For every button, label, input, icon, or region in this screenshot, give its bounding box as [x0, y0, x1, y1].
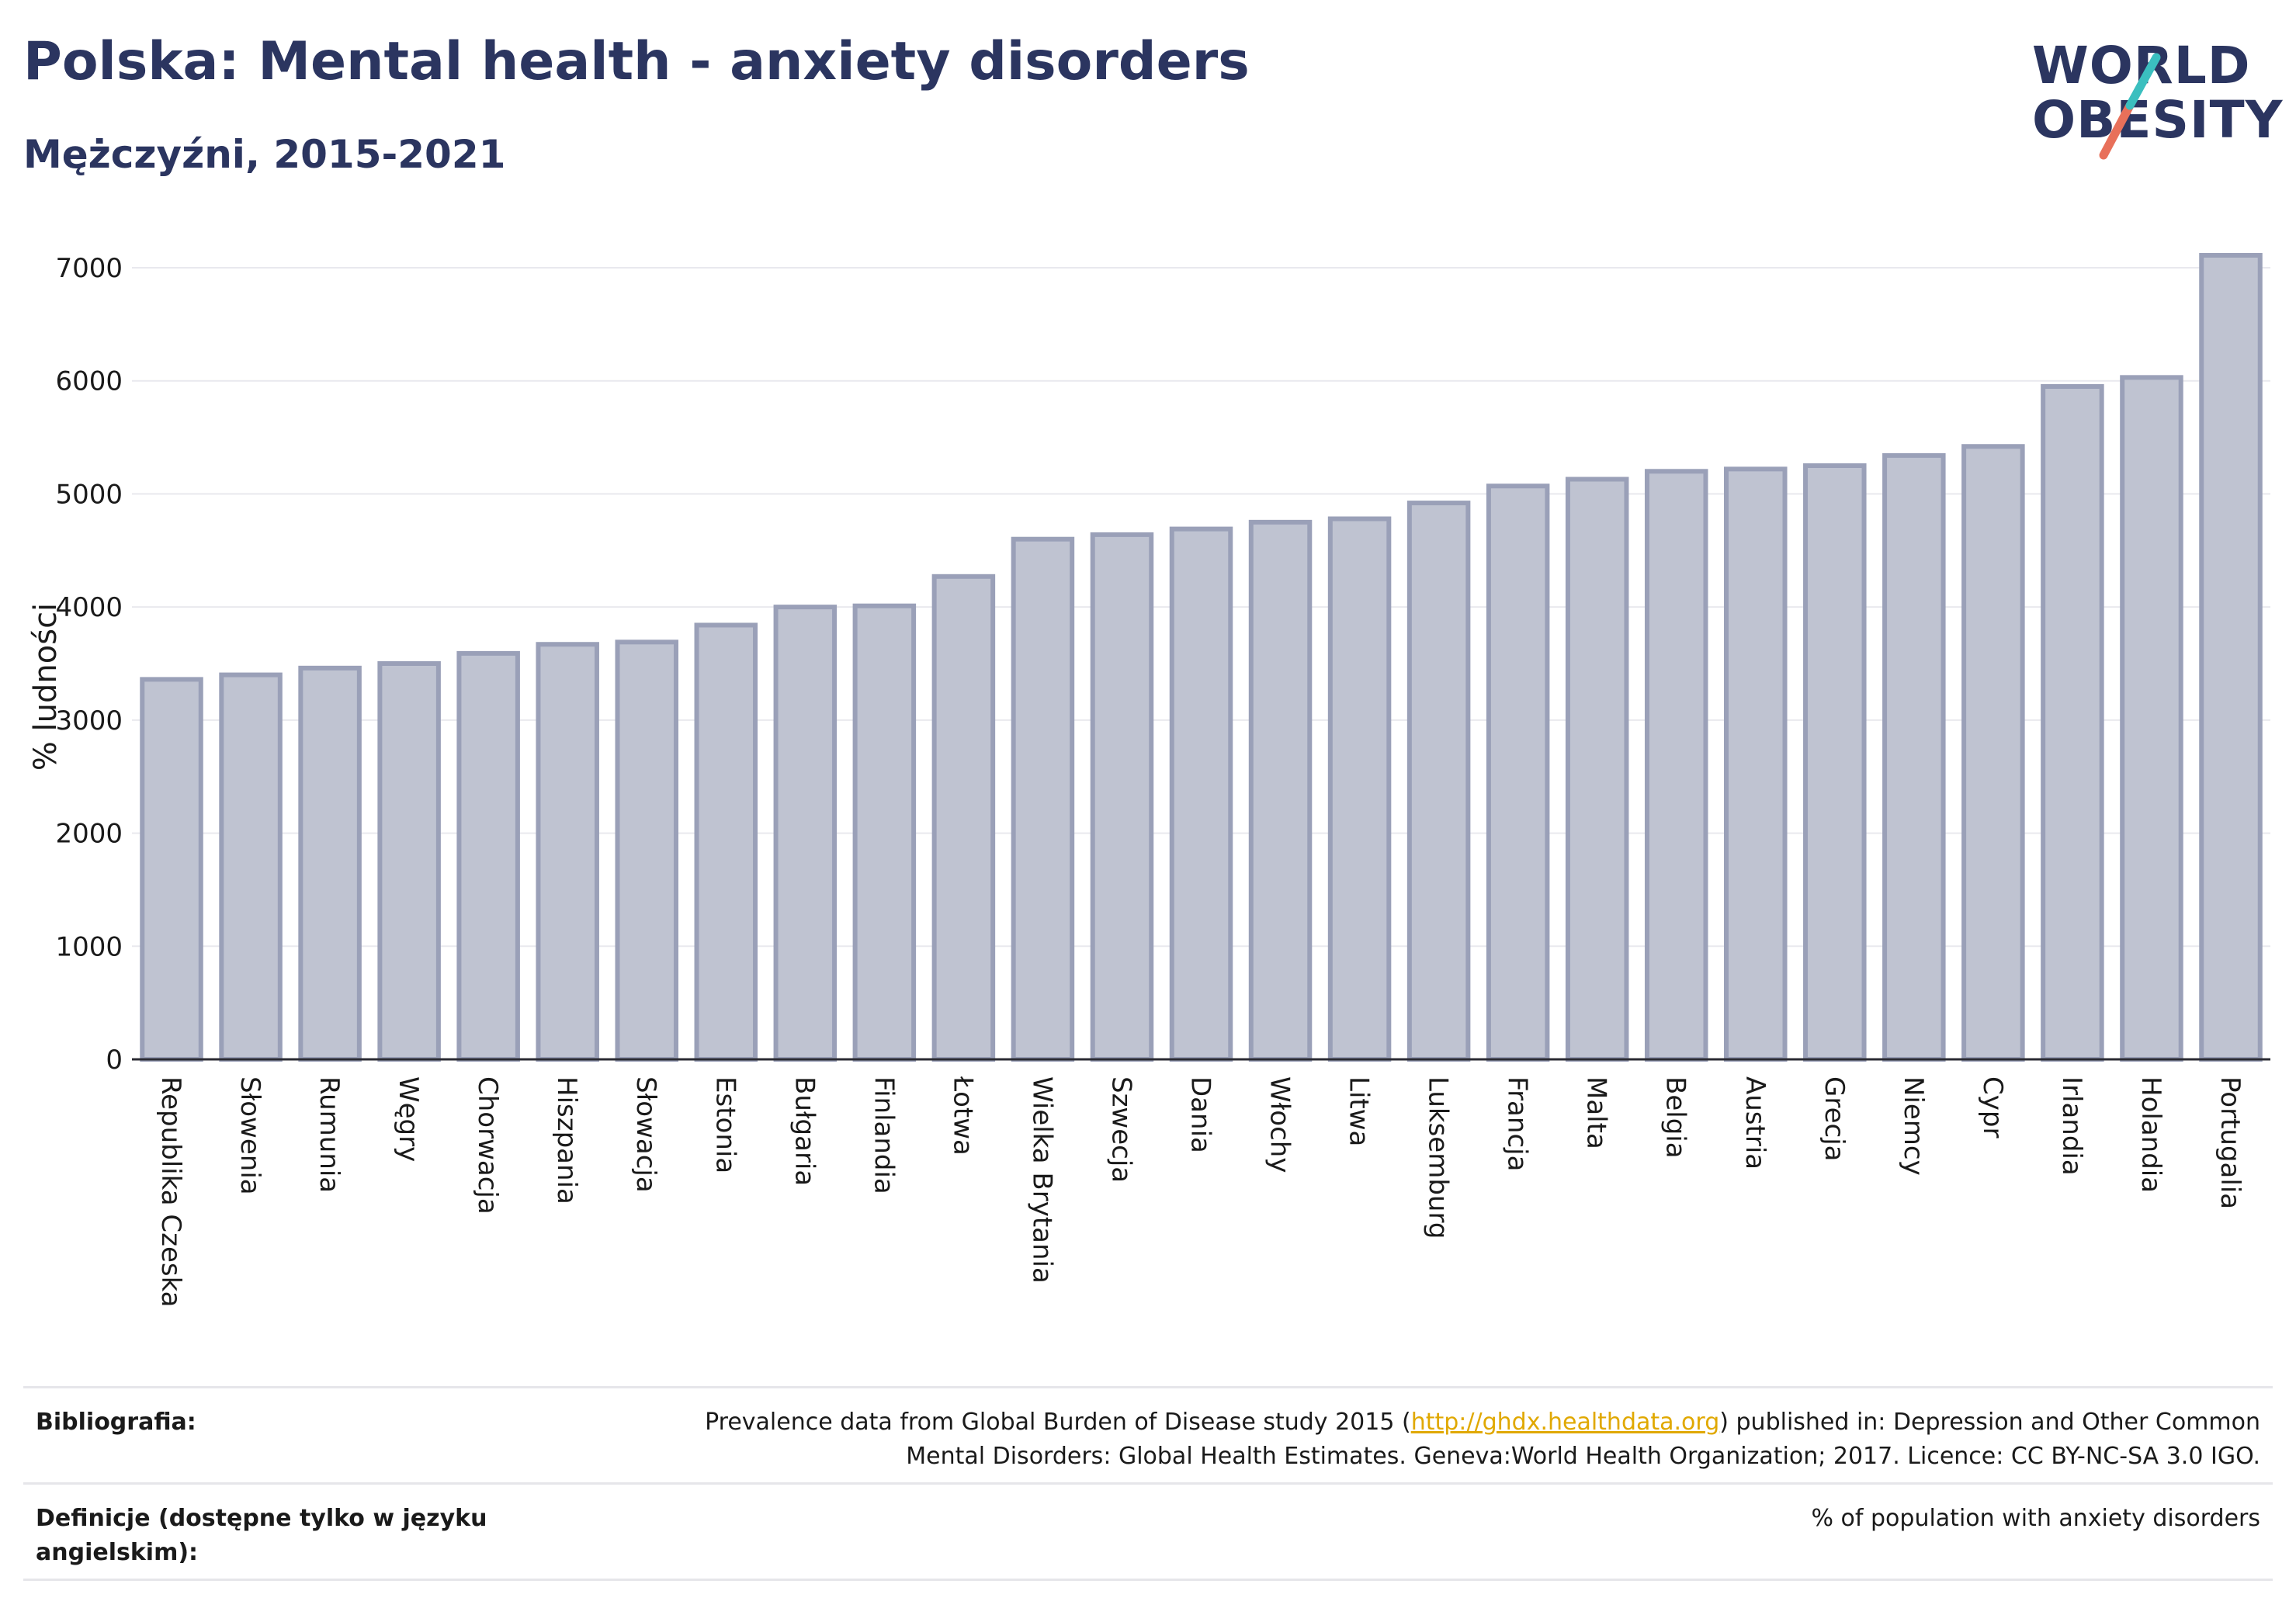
- x-tick-label: Hiszpania: [551, 1076, 582, 1204]
- x-tick-label: Wielka Brytania: [1026, 1076, 1057, 1284]
- bar: [852, 603, 917, 1062]
- bar: [2120, 375, 2183, 1062]
- x-tick-label: Łotwa: [947, 1076, 978, 1156]
- definitions-value: % of population with anxiety disorders: [1811, 1505, 2260, 1532]
- x-tick-label: Szwecja: [1105, 1076, 1136, 1183]
- bar: [1644, 469, 1708, 1062]
- x-tick-label: Estonia: [709, 1076, 740, 1173]
- bar: [1724, 466, 1788, 1062]
- x-tick-label: Portugalia: [2214, 1076, 2246, 1209]
- x-tick-label: Bułgaria: [789, 1076, 820, 1186]
- y-axis-label: % ludności: [28, 603, 64, 771]
- bibliography-text: Prevalence data from Global Burden of Di…: [630, 1405, 2260, 1474]
- x-tick-label: Irlandia: [2056, 1076, 2087, 1176]
- x-tick-label: Finlandia: [868, 1076, 899, 1194]
- x-tick-label: Litwa: [1344, 1076, 1375, 1146]
- bar: [2041, 384, 2104, 1062]
- x-tick-label: Republika Czeska: [155, 1076, 186, 1308]
- bar: [1961, 444, 2025, 1062]
- bar: [377, 661, 441, 1062]
- bar: [1248, 519, 1313, 1062]
- bar: [1169, 526, 1233, 1062]
- x-tick-label: Luksemburg: [1423, 1076, 1454, 1239]
- y-tick-label: 6000: [55, 366, 123, 397]
- y-tick-label: 4000: [55, 592, 123, 623]
- world-obesity-logo: WORLD OBESITY: [2026, 31, 2282, 163]
- bar: [298, 665, 362, 1062]
- x-tick-label: Chorwacja: [472, 1076, 503, 1215]
- x-tick-label: Belgia: [1660, 1076, 1691, 1159]
- x-tick-label: Cypr: [1977, 1076, 2008, 1138]
- y-tick-label: 5000: [55, 479, 123, 510]
- bar: [931, 574, 996, 1062]
- definitions-row: Definicje (dostępne tylko w języku angie…: [23, 1482, 2273, 1581]
- x-tick-label: Rumunia: [314, 1076, 345, 1193]
- page-title: Polska: Mental health - anxiety disorder…: [23, 31, 1250, 92]
- y-tick-label: 7000: [55, 253, 123, 284]
- y-axis-ticks: 0 1000 2000 3000 4000 5000 6000 7000: [55, 253, 123, 1076]
- x-tick-label: Austria: [1739, 1076, 1771, 1170]
- bar: [1327, 516, 1392, 1062]
- definitions-label: Definicje (dostępne tylko w języku angie…: [36, 1502, 517, 1570]
- bibliography-row: Bibliografia: Prevalence data from Globa…: [23, 1386, 2273, 1485]
- bar: [456, 650, 520, 1062]
- y-tick-label: 1000: [55, 931, 123, 962]
- x-axis-ticks: Republika Czeska Słowenia Rumunia Węgry Chor…: [155, 1076, 2246, 1308]
- bibliography-post: ) published in: Depression and Other Com…: [1719, 1409, 2260, 1436]
- y-tick-label: 0: [106, 1045, 123, 1076]
- y-tick-label: 2000: [55, 819, 123, 850]
- bar: [140, 677, 203, 1062]
- logo-line2: OBESITY: [2032, 90, 2284, 150]
- bar: [1803, 463, 1867, 1062]
- bar: [1090, 532, 1154, 1062]
- bibliography-pre: Prevalence data from Global Burden of Di…: [705, 1409, 1411, 1436]
- x-tick-label: Malta: [1581, 1076, 1612, 1149]
- y-tick-label: 3000: [55, 705, 123, 736]
- x-tick-label: Włochy: [1264, 1076, 1295, 1173]
- x-tick-label: Niemcy: [1898, 1076, 1929, 1176]
- bar: [536, 642, 599, 1062]
- definitions-label-line2: angielskim):: [36, 1539, 199, 1566]
- bars: [140, 252, 2263, 1062]
- bar: [1011, 536, 1075, 1062]
- bibliography-link[interactable]: http://ghdx.healthdata.org: [1410, 1409, 1720, 1436]
- bibliography-label: Bibliografia:: [36, 1409, 196, 1436]
- x-tick-label: Słowenia: [234, 1076, 265, 1195]
- footer-bottom-line: [23, 1579, 2273, 1581]
- x-tick-label: Dania: [1185, 1076, 1216, 1153]
- x-tick-label: Węgry: [393, 1076, 424, 1162]
- x-tick-label: Słowacja: [630, 1076, 661, 1193]
- bar: [1486, 483, 1550, 1062]
- x-tick-label: Francja: [1502, 1076, 1533, 1171]
- x-tick-label: Holandia: [2135, 1076, 2166, 1193]
- bar: [615, 639, 678, 1062]
- bibliography-line2: Mental Disorders: Global Health Estimate…: [906, 1443, 2260, 1470]
- bar: [773, 605, 838, 1062]
- page-subtitle: Mężczyźni, 2015-2021: [23, 132, 506, 177]
- bar: [694, 622, 758, 1062]
- bar: [1565, 477, 1629, 1062]
- bar: [219, 672, 283, 1062]
- x-tick-label: Grecja: [1819, 1076, 1850, 1161]
- bar: [1406, 501, 1471, 1062]
- logo-slash-icon: [2099, 53, 2161, 160]
- bar: [2199, 252, 2263, 1062]
- bar: [1882, 452, 1946, 1062]
- definitions-label-line1: Definicje (dostępne tylko w języku: [36, 1505, 487, 1532]
- bar-chart: 0 1000 2000 3000 4000 5000 6000 7000 Republika …: [28, 252, 2270, 1308]
